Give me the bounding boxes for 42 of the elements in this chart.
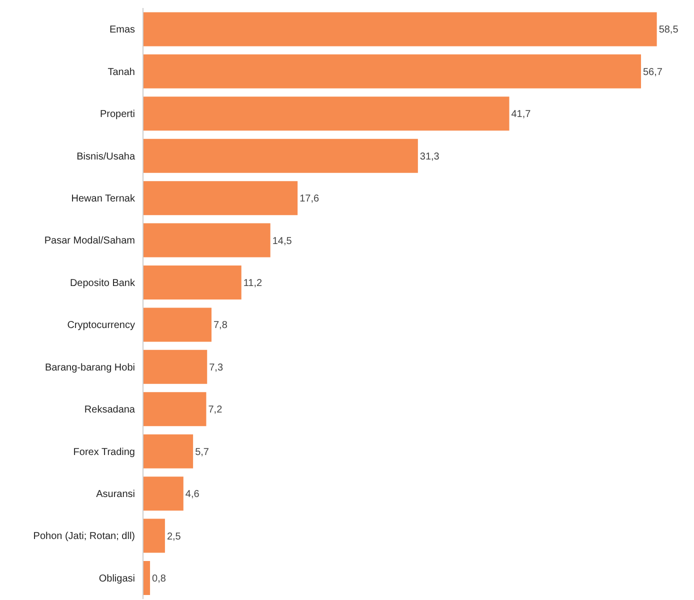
bar <box>143 392 206 426</box>
data-label: 4,6 <box>185 489 200 500</box>
y-tick-label: Deposito Bank <box>70 278 136 289</box>
bar <box>143 223 270 258</box>
data-label: 7,2 <box>208 404 223 416</box>
y-tick-label: Pasar Modal/Saham <box>44 236 135 247</box>
y-tick-label: Cryptocurrency <box>67 320 135 332</box>
data-label: 56,7 <box>643 66 663 78</box>
bar <box>143 518 165 553</box>
bar <box>143 350 208 384</box>
data-label: 2,5 <box>166 531 182 542</box>
data-label: 5,7 <box>195 446 210 458</box>
bar <box>143 181 298 216</box>
y-tick-label: Forex Trading <box>73 446 135 458</box>
bar <box>143 96 510 131</box>
data-label: 14,5 <box>272 236 292 247</box>
data-label: 7,3 <box>209 362 224 374</box>
data-label: 58,5 <box>658 24 679 36</box>
bar <box>143 561 150 596</box>
y-tick-label: Pohon (Jati; Rotan; dll) <box>33 531 135 542</box>
y-tick-label: Hewan Ternak <box>71 194 136 205</box>
data-label: 41,7 <box>511 109 532 120</box>
bar <box>143 138 418 173</box>
bar <box>143 308 212 342</box>
y-tick-label: Reksadana <box>84 404 136 416</box>
data-label: 11,2 <box>243 278 263 290</box>
y-tick-label: Barang-barang Hobi <box>44 362 135 374</box>
data-label: 0,8 <box>152 574 166 585</box>
bar <box>143 434 194 468</box>
data-label: 31,3 <box>420 151 440 162</box>
bar <box>143 54 642 88</box>
bar <box>143 476 184 511</box>
bar <box>143 266 242 300</box>
data-label: 17,6 <box>300 194 320 205</box>
bar <box>143 12 657 46</box>
y-tick-label: Tanah <box>108 66 135 78</box>
y-tick-label: Emas <box>109 24 135 36</box>
y-tick-label: Bisnis/Usaha <box>76 151 136 162</box>
y-tick-label: Asuransi <box>96 489 135 500</box>
data-label: 7,8 <box>214 320 228 332</box>
y-tick-label: Properti <box>100 109 135 120</box>
y-tick-label: Obligasi <box>98 573 135 584</box>
